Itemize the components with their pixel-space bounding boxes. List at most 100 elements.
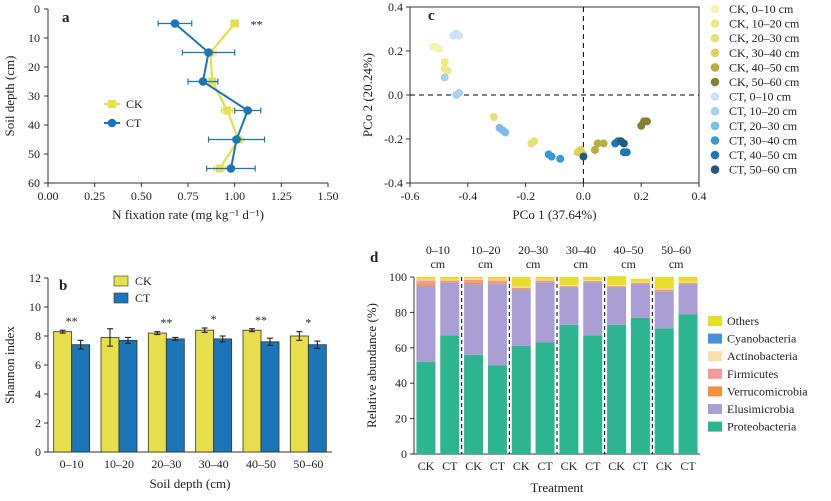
data-point — [642, 117, 651, 126]
x-tick-label: 0.75 — [178, 189, 199, 203]
stacked-segment — [583, 281, 603, 283]
legend-marker — [710, 121, 720, 131]
x-tick-label: CK — [465, 459, 482, 473]
x-axis-title: PCo 1 (37.64%) — [512, 207, 596, 222]
data-point-ct — [204, 48, 213, 57]
x-tick-label: 0.0 — [576, 189, 591, 203]
group-label: 50–60 cm — [661, 243, 691, 271]
group-label: 20–30 cm — [518, 243, 548, 271]
y-axis-title: Relative abundance (%) — [364, 303, 379, 428]
stacked-segment — [583, 277, 603, 281]
legend-label: CK, 30–40 cm — [729, 46, 800, 60]
x-tick-label: CK — [418, 459, 435, 473]
data-point — [440, 58, 449, 66]
data-point-ct — [170, 19, 180, 28]
data-point — [530, 137, 539, 146]
data-point — [579, 152, 588, 161]
legend-label: Elusimicrobia — [727, 402, 795, 416]
significance-marker: ** — [251, 18, 263, 32]
stacked-segment — [440, 281, 460, 283]
x-tick-label: 1.25 — [271, 189, 292, 203]
stacked-segment — [630, 278, 650, 282]
data-point-ct — [198, 77, 208, 86]
legend-label-ct: CT — [135, 291, 151, 305]
legend-marker — [710, 77, 720, 87]
legend-swatch — [708, 404, 722, 414]
legend-label: Verrucomicrobia — [727, 384, 808, 398]
legend-marker — [710, 150, 720, 160]
x-tick-label: CT — [680, 459, 696, 473]
stacked-segment — [630, 317, 650, 454]
data-point — [440, 73, 449, 82]
legend-marker — [710, 106, 720, 116]
stacked-segment — [416, 361, 436, 454]
stacked-segment — [464, 278, 484, 280]
stacked-segment — [583, 282, 603, 336]
legend-swatch — [708, 316, 722, 326]
stacked-segment — [559, 277, 579, 285]
y-tick-label: 4 — [35, 387, 41, 401]
y-tick-label: 50 — [28, 147, 40, 161]
stacked-segment — [630, 284, 650, 318]
data-point — [455, 31, 464, 40]
bar-ct — [213, 338, 233, 453]
stacked-segment — [583, 280, 603, 281]
bar-ck — [195, 329, 215, 453]
x-axis-title: N fixation rate (mg kg⁻¹ d⁻¹) — [112, 207, 264, 222]
y-tick-label: 0.4 — [388, 0, 403, 14]
stacked-segment — [535, 277, 555, 280]
data-point — [434, 44, 443, 53]
y-tick-label: 20 — [28, 60, 40, 74]
stacked-segment — [487, 365, 507, 454]
y-tick-label: 30 — [28, 89, 40, 103]
y-tick-label: 0.0 — [388, 88, 403, 102]
x-axis-title: Soil depth (cm) — [150, 476, 231, 491]
stacked-segment — [511, 286, 531, 288]
legend-marker — [710, 33, 720, 43]
stacked-segment — [440, 335, 460, 454]
stacked-segment — [654, 288, 674, 290]
group-label: 0–10 cm — [426, 243, 450, 271]
y-tick-label: 100 — [389, 270, 407, 284]
stacked-segment — [559, 324, 579, 454]
stacked-segment — [511, 288, 531, 290]
stacked-segment — [487, 279, 507, 281]
panel-label-d: d — [370, 250, 379, 266]
stacked-segment — [464, 354, 484, 454]
x-tick-label: 40–50 — [246, 457, 276, 471]
data-point-ct — [243, 106, 253, 115]
legend-marker — [710, 165, 720, 174]
legend-label: Cyanobacteria — [727, 332, 797, 346]
stacked-segment — [511, 277, 531, 287]
y-tick-label: 0 — [401, 447, 407, 461]
stacked-segment — [535, 281, 555, 283]
stacked-segment — [630, 281, 650, 283]
stacked-segment — [607, 287, 627, 325]
group-label: 10–20 cm — [471, 243, 501, 271]
stacked-segment — [487, 283, 507, 285]
panel-c: -0.6 -0.4 -0.2 0.0 0.2 0.4-0.4-0.20.00.20.4PC… — [360, 0, 800, 222]
y-tick-label: 10 — [28, 31, 40, 45]
stacked-segment — [487, 280, 507, 284]
stacked-segment — [535, 279, 555, 281]
stacked-segment — [487, 284, 507, 366]
stacked-segment — [654, 277, 674, 289]
y-tick-label: 0 — [35, 445, 41, 459]
stacked-segment — [559, 285, 579, 287]
group-label: 40–50 cm — [614, 243, 644, 271]
stacked-segment — [678, 283, 698, 285]
legend-label-ct: CT — [126, 116, 142, 130]
stacked-segment — [583, 280, 603, 282]
bar-ck — [289, 335, 309, 453]
x-tick-label: 0.50 — [131, 189, 152, 203]
bar-ct — [165, 338, 185, 453]
x-tick-label: -0.4 — [458, 189, 477, 203]
legend-swatch — [708, 421, 722, 432]
y-tick-label: -0.2 — [384, 132, 403, 146]
stacked-segment — [535, 282, 555, 343]
legend-marker-ck — [108, 100, 116, 108]
stacked-segment — [654, 291, 674, 329]
legend-label-ck: CK — [135, 274, 152, 288]
x-tick-label: 1.50 — [318, 189, 339, 203]
